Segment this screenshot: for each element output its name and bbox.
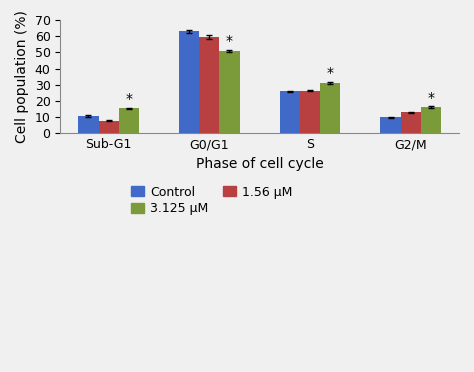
Bar	[78, 116, 99, 134]
Text: *: *	[327, 67, 334, 80]
Bar	[300, 90, 320, 134]
Text: *: *	[427, 91, 434, 105]
X-axis label: Phase of cell cycle: Phase of cell cycle	[196, 157, 324, 171]
Y-axis label: Cell population (%): Cell population (%)	[15, 10, 29, 143]
Text: *: *	[226, 34, 233, 48]
Bar	[421, 107, 441, 134]
Bar	[320, 83, 340, 134]
Bar	[280, 92, 300, 134]
Bar	[99, 121, 118, 134]
Bar	[118, 108, 139, 134]
Text: *: *	[125, 92, 132, 106]
Bar	[381, 117, 401, 134]
Bar	[401, 112, 421, 134]
Bar	[179, 31, 199, 134]
Bar	[219, 51, 239, 134]
Bar	[199, 37, 219, 134]
Legend: Control, 3.125 μM, 1.56 μM, : Control, 3.125 μM, 1.56 μM,	[126, 180, 297, 220]
